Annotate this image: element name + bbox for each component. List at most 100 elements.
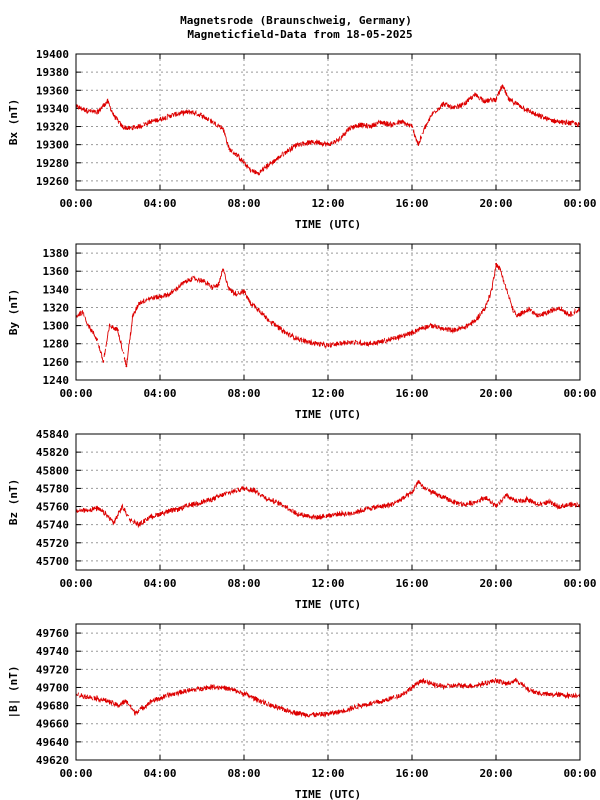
data-point — [511, 308, 514, 311]
data-point — [558, 693, 560, 696]
y-tick-label: 19300 — [36, 139, 69, 152]
data-point — [232, 490, 235, 493]
y-tick-label: 49660 — [36, 718, 69, 731]
data-point — [159, 512, 161, 515]
data-point — [417, 143, 420, 146]
data-point — [264, 166, 266, 169]
y-axis-label: Bx (nT) — [7, 99, 20, 145]
data-point — [234, 292, 237, 295]
data-point — [243, 290, 245, 293]
data-point — [211, 685, 214, 688]
data-point — [327, 712, 329, 715]
data-point — [148, 297, 151, 300]
data-point — [547, 693, 550, 696]
y-tick-label: 1300 — [43, 320, 70, 333]
y-tick-label: 19260 — [36, 175, 69, 188]
y-tick-label: 19400 — [36, 48, 69, 61]
data-point — [274, 706, 277, 709]
data-point — [390, 338, 392, 341]
x-tick-label: 04:00 — [143, 767, 176, 780]
data-point — [285, 505, 287, 508]
data-point — [379, 701, 382, 703]
panels-group: 19400 19380 19360 19340 19320 19300 19280 19260… — [7, 48, 597, 800]
data-point — [453, 107, 455, 110]
x-tick-label: 12:00 — [311, 767, 344, 780]
data-point — [150, 700, 153, 702]
data-point — [125, 365, 128, 368]
x-tick-label: 00:00 — [563, 767, 596, 780]
data-point — [537, 503, 539, 506]
y-tick-label: 49700 — [36, 681, 69, 694]
data-point — [453, 329, 455, 332]
x-tick-label: 04:00 — [143, 387, 176, 400]
x-axis-label: TIME (UTC) — [295, 218, 361, 231]
data-point — [490, 288, 493, 291]
data-point — [316, 342, 319, 345]
data-point — [87, 324, 90, 327]
data-point — [474, 501, 476, 503]
x-axis-label: TIME (UTC) — [295, 788, 361, 800]
data-point — [348, 512, 350, 515]
data-point — [499, 268, 502, 271]
x-tick-label: 00:00 — [563, 577, 596, 590]
data-point — [295, 337, 298, 340]
data-point — [411, 492, 413, 494]
data-point — [495, 505, 497, 508]
data-point — [131, 315, 134, 318]
data-point — [316, 516, 319, 519]
x-tick-label: 00:00 — [59, 577, 92, 590]
data-point — [121, 505, 124, 508]
data-point — [484, 100, 487, 103]
data-point — [442, 102, 445, 105]
data-point — [201, 114, 203, 117]
y-tick-label: 45780 — [36, 482, 69, 495]
figure-title-line-1: Magnetsrode (Braunschweig, Germany) — [180, 14, 412, 27]
x-tick-label: 08:00 — [227, 197, 260, 210]
data-point — [358, 123, 361, 126]
data-point — [400, 693, 403, 696]
x-tick-label: 00:00 — [59, 197, 92, 210]
data-point — [190, 277, 193, 280]
y-tick-label: 19360 — [36, 84, 69, 97]
data-point — [96, 112, 98, 114]
y-tick-label: 1260 — [43, 356, 70, 369]
data-point — [106, 100, 109, 103]
data-point — [568, 694, 571, 697]
data-point — [411, 125, 413, 128]
plot-frame — [75, 623, 581, 761]
data-point — [306, 514, 308, 517]
data-point — [337, 342, 340, 345]
data-point — [112, 114, 115, 117]
data-point — [568, 503, 571, 506]
panel-3: 45840 45820 45800 45780 45760 45740 45720 45700… — [7, 428, 597, 611]
data-point — [463, 102, 466, 105]
data-point — [169, 693, 172, 696]
data-point — [169, 114, 172, 117]
data-point — [133, 711, 136, 714]
plot-frame — [75, 433, 581, 571]
data-point — [358, 510, 361, 512]
data-point — [264, 315, 266, 318]
data-point — [285, 331, 287, 334]
y-tick-label: 45740 — [36, 519, 69, 532]
data-point — [190, 503, 193, 506]
data-point — [463, 684, 466, 687]
data-point — [528, 308, 531, 311]
x-tick-label: 08:00 — [227, 577, 260, 590]
x-tick-label: 16:00 — [395, 387, 428, 400]
data-point — [327, 344, 329, 347]
data-point — [211, 498, 214, 501]
data-point — [127, 127, 130, 130]
data-point — [108, 324, 111, 327]
data-point — [348, 341, 350, 343]
data-point — [537, 692, 539, 694]
data-point — [390, 697, 392, 700]
data-point — [348, 708, 350, 711]
y-tick-label: 19340 — [36, 102, 69, 115]
data-point — [81, 311, 84, 313]
x-tick-label: 04:00 — [143, 577, 176, 590]
data-point — [505, 494, 508, 497]
data-point — [358, 341, 361, 344]
data-point — [253, 489, 256, 492]
